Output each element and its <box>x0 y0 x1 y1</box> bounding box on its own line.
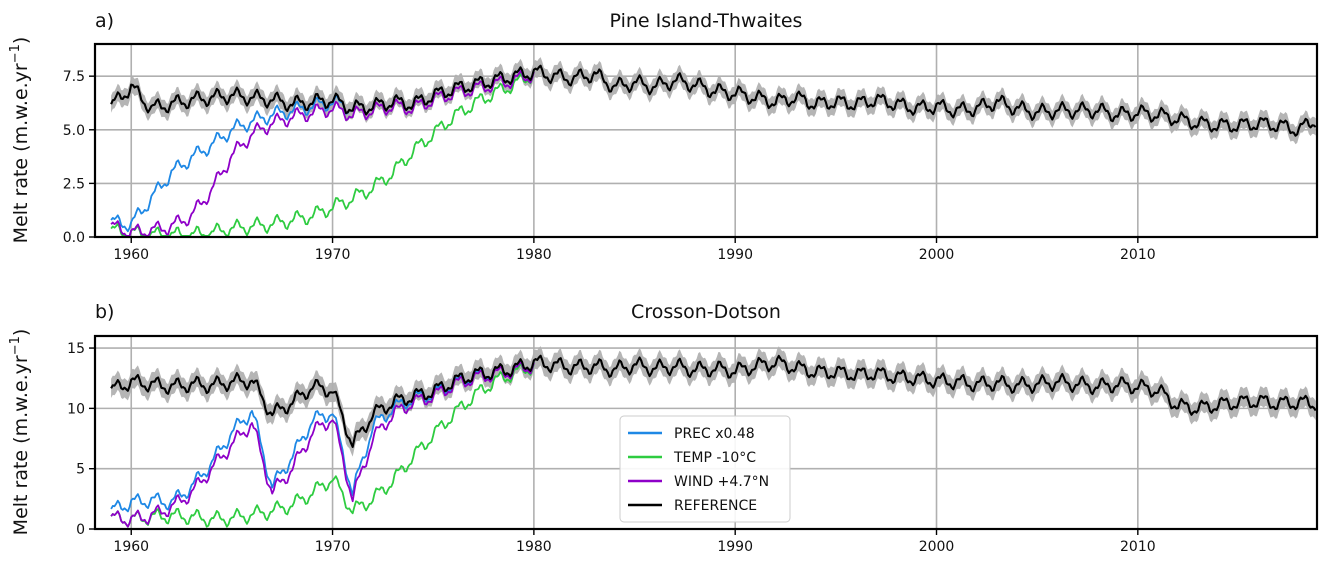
y-tick-label: 2.5 <box>63 176 85 192</box>
legend: PREC x0.48 TEMP -10°C WIND +4.7°N REFERE… <box>619 415 791 523</box>
x-tick-label: 1980 <box>516 539 552 555</box>
panel-b-crosson-dotson: 1960 1970 1980 1990 2000 2010 0 5 10 15 b) Crosso… <box>8 301 1319 555</box>
y-axis-label-main: Melt rate (m.w.e.yr <box>10 355 32 535</box>
grid <box>95 44 1317 238</box>
y-axis-label-close: ) <box>10 329 32 336</box>
y-tick-label: 15 <box>67 341 85 357</box>
legend-label-reference: REFERENCE <box>674 498 757 514</box>
y-tick-label: 10 <box>67 401 85 417</box>
y-axis-label: Melt rate (m.w.e.yr−1) <box>8 37 32 244</box>
series-lines <box>110 64 1317 237</box>
ticks: 1960 1970 1980 1990 2000 2010 0.0 2.5 5.0 7.5 <box>63 69 1156 263</box>
y-axis-label-main: Melt rate (m.w.e.yr <box>10 63 32 243</box>
y-tick-label: 5.0 <box>63 123 85 139</box>
y-tick-label: 7.5 <box>63 69 85 85</box>
panel-label: b) <box>95 301 114 323</box>
reference-band <box>111 57 1316 145</box>
x-tick-label: 2000 <box>919 247 955 263</box>
series-lines <box>110 354 1317 528</box>
series-line-reference <box>110 64 1317 137</box>
ticks: 1960 1970 1980 1990 2000 2010 0 5 10 15 <box>67 341 1155 555</box>
y-axis-label-exponent: −1 <box>8 336 23 355</box>
axes-frame <box>93 42 1319 239</box>
x-tick-label: 2010 <box>1120 247 1156 263</box>
x-tick-label: 1970 <box>315 247 351 263</box>
axes-frame <box>93 334 1319 531</box>
x-tick-label: 1990 <box>717 539 753 555</box>
series-line-temp <box>110 71 535 237</box>
x-tick-label: 1970 <box>315 539 351 555</box>
x-tick-label: 1960 <box>113 539 149 555</box>
panel-title: Crosson-Dotson <box>631 301 781 323</box>
legend-label-wind: WIND +4.7°N <box>674 474 769 490</box>
series-line-wind <box>110 70 535 237</box>
legend-label-temp: TEMP -10°C <box>673 450 756 466</box>
series-line-reference <box>110 354 1317 448</box>
y-tick-label: 0 <box>76 522 85 538</box>
x-tick-label: 2000 <box>919 539 955 555</box>
reference-uncertainty-band <box>111 57 1316 145</box>
x-tick-label: 1960 <box>113 247 149 263</box>
y-tick-label: 5 <box>76 462 85 478</box>
reference-uncertainty-band <box>111 346 1316 457</box>
y-axis-label-close: ) <box>10 37 32 44</box>
series-line-wind <box>110 360 535 528</box>
series-line-temp <box>110 362 535 528</box>
legend-entry-temp: TEMP -10°C <box>628 450 756 466</box>
y-axis-label-exponent: −1 <box>8 44 23 63</box>
legend-entry-wind: WIND +4.7°N <box>628 474 769 490</box>
panel-title: Pine Island-Thwaites <box>610 10 803 32</box>
legend-box <box>619 415 791 523</box>
y-axis-label: Melt rate (m.w.e.yr−1) <box>8 329 32 536</box>
legend-entry-prec: PREC x0.48 <box>628 426 755 442</box>
reference-band <box>111 346 1316 457</box>
panel-label: a) <box>95 10 114 32</box>
x-tick-label: 1990 <box>717 247 753 263</box>
x-tick-label: 2010 <box>1120 539 1156 555</box>
x-tick-label: 1980 <box>516 247 552 263</box>
legend-entry-reference: REFERENCE <box>628 498 757 514</box>
legend-label-prec: PREC x0.48 <box>674 426 755 442</box>
y-tick-label: 0.0 <box>63 230 85 246</box>
